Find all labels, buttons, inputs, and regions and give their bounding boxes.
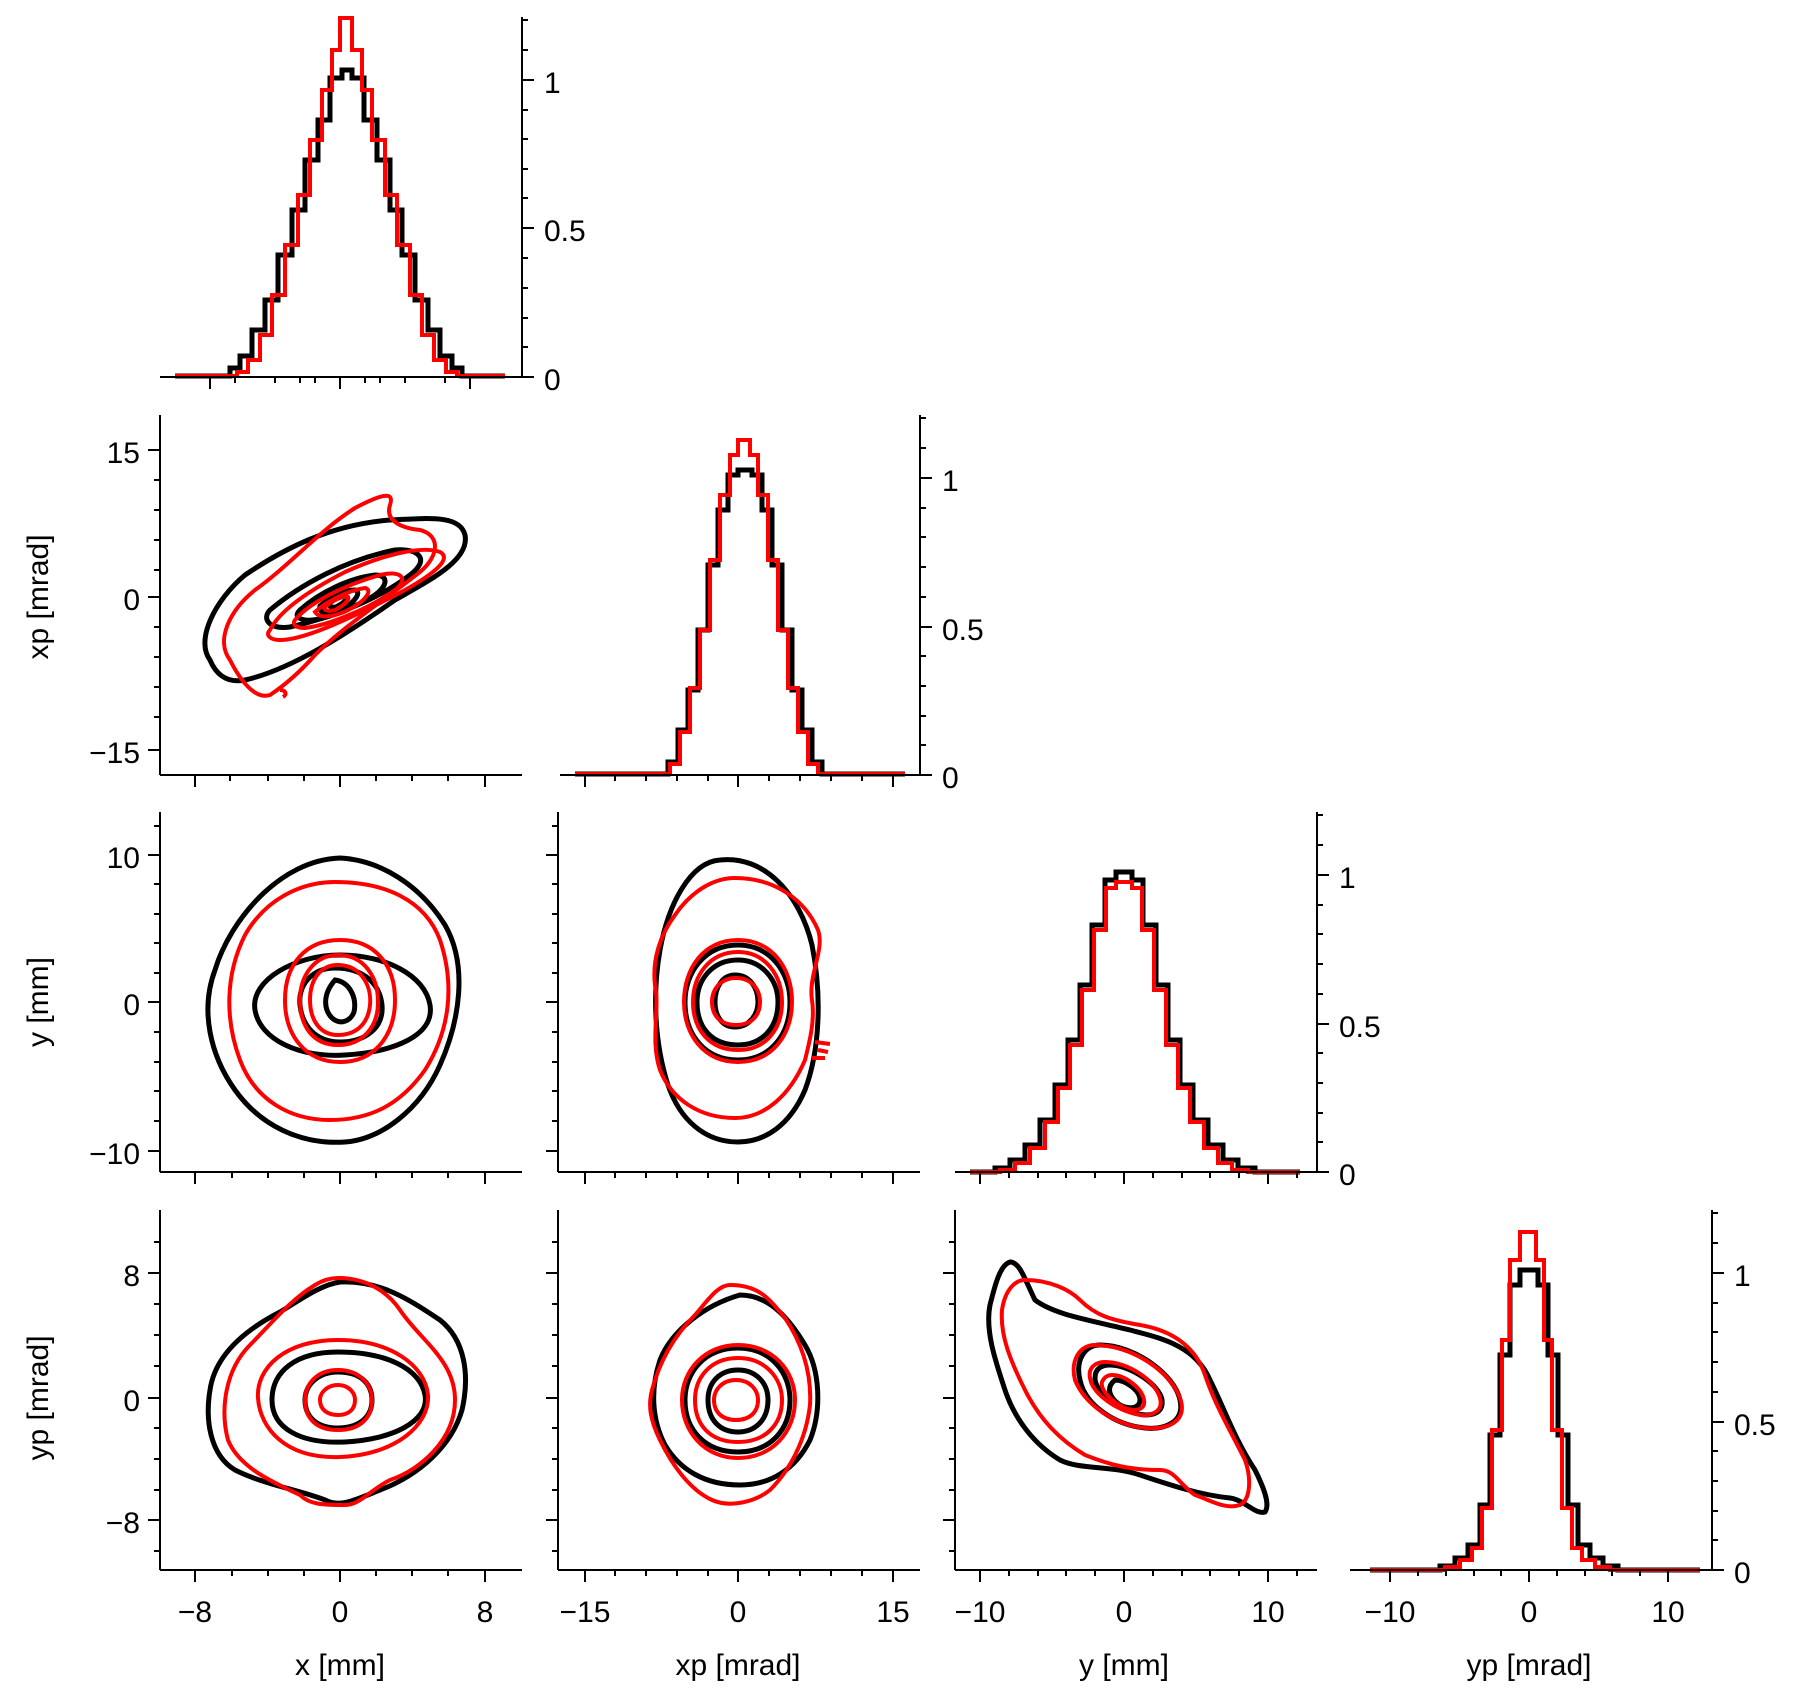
panel-x-histogram: 0 0.5 1	[160, 16, 586, 397]
y-hist-xticks	[979, 1172, 1298, 1184]
panel-yp-histogram: 0 0.5 1 −10 0 10 yp [mrad]	[1350, 1210, 1776, 1682]
x-y-contours-black	[205, 855, 462, 1145]
yp-hist-ytick-label-0: 0	[1734, 1557, 1751, 1590]
y-hist-yticks	[1317, 814, 1329, 1173]
x-yp-xticks	[194, 1570, 486, 1582]
x-y-yticks	[148, 825, 160, 1152]
yp-hist-ytick-label-2: 1	[1734, 1260, 1751, 1293]
x-hist-ytick-label-1: 0.5	[544, 215, 586, 248]
xp-y-yticks	[546, 825, 558, 1152]
yp-hist-black	[1370, 1267, 1700, 1573]
x-xp-ytick-label-1: 0	[123, 584, 140, 617]
y-hist-black	[970, 869, 1300, 1175]
xp-yp-xticks	[584, 1570, 894, 1582]
y-yp-xtick-label-2: 10	[1251, 1596, 1284, 1629]
x-y-ytick-label-1: 0	[123, 989, 140, 1022]
y-hist-ytick-label-1: 0.5	[1339, 1011, 1381, 1044]
x-y-ytick-label-0: −10	[89, 1138, 140, 1171]
x-yp-yticks	[148, 1241, 160, 1552]
yp-hist-ytick-label-1: 0.5	[1734, 1409, 1776, 1442]
y-hist-red	[970, 880, 1300, 1174]
y-yp-xticks	[979, 1570, 1298, 1582]
x-yp-ytick-label-0: −8	[106, 1507, 140, 1540]
x-hist-ytick-label-0: 0	[544, 364, 561, 397]
xp-yp-xtick-label-1: 0	[730, 1596, 747, 1629]
yp-hist-xlabel: yp [mrad]	[1466, 1649, 1591, 1682]
xp-yp-contours-red	[648, 1282, 813, 1506]
x-yp-contours-red	[222, 1275, 458, 1508]
xp-hist-ytick-label-1: 0.5	[942, 614, 984, 647]
x-y-ytick-label-2: 10	[107, 842, 140, 875]
x-yp-ylabel: yp [mrad]	[22, 1335, 55, 1460]
yp-hist-red	[1370, 1230, 1700, 1572]
x-xp-ytick-label-0: −15	[89, 737, 140, 770]
panel-y-histogram: 0 0.5 1	[955, 812, 1381, 1192]
xp-yp-xlabel: xp [mrad]	[675, 1649, 800, 1682]
x-yp-xtick-label-1: 0	[332, 1596, 349, 1629]
y-yp-yticks	[943, 1241, 955, 1552]
x-xp-contours-black	[202, 516, 468, 684]
x-yp-xtick-label-2: 8	[477, 1596, 494, 1629]
xp-yp-xtick-label-0: −15	[560, 1596, 611, 1629]
panel-x-xp-contour: −15 0 15 xp [mrad]	[22, 415, 522, 787]
yp-hist-xticks	[1389, 1570, 1669, 1582]
yp-hist-xtick-label-1: 0	[1521, 1596, 1538, 1629]
panel-xp-y-contour	[546, 812, 920, 1184]
x-xp-xticks	[194, 775, 486, 787]
yp-hist-yticks	[1712, 1212, 1724, 1571]
x-hist-ytick-label-2: 1	[544, 67, 561, 100]
panel-y-yp-contour: −10 0 10 y [mm]	[943, 1210, 1317, 1682]
x-y-xticks	[194, 1172, 486, 1184]
x-hist-xticks	[209, 377, 471, 389]
xp-hist-ytick-label-0: 0	[942, 762, 959, 795]
yp-hist-xtick-label-0: −10	[1365, 1596, 1416, 1629]
x-hist-black	[175, 67, 505, 379]
x-xp-contours-red	[222, 493, 446, 699]
y-yp-xtick-label-0: −10	[955, 1596, 1006, 1629]
x-xp-yticks	[148, 449, 160, 751]
xp-hist-xticks	[584, 775, 894, 787]
xp-hist-yticks	[920, 417, 932, 776]
panel-xp-yp-contour: −15 0 15 xp [mrad]	[546, 1210, 920, 1682]
x-xp-ytick-label-2: 15	[107, 437, 140, 470]
x-yp-xlabel: x [mm]	[295, 1649, 385, 1682]
y-yp-xtick-label-1: 0	[1116, 1596, 1133, 1629]
xp-yp-contours-black	[651, 1292, 821, 1488]
xp-yp-yticks	[546, 1241, 558, 1552]
x-hist-red	[175, 16, 505, 378]
panel-xp-histogram: 0 0.5 1	[560, 415, 984, 795]
y-hist-ytick-label-2: 1	[1339, 862, 1356, 895]
x-yp-ytick-label-1: 0	[123, 1385, 140, 1418]
xp-hist-red	[575, 438, 905, 776]
xp-yp-xtick-label-2: 15	[876, 1596, 909, 1629]
y-yp-xlabel: y [mm]	[1079, 1649, 1169, 1682]
x-xp-ylabel: xp [mrad]	[22, 534, 55, 659]
x-y-ylabel: y [mm]	[22, 957, 55, 1047]
x-y-contours-red	[227, 879, 451, 1123]
panel-x-yp-contour: −8 0 8 yp [mrad] −8 0 8 x [mm]	[22, 1210, 522, 1682]
xp-hist-black	[575, 467, 905, 777]
x-yp-ytick-label-2: 8	[123, 1260, 140, 1293]
xp-hist-ytick-label-2: 1	[942, 465, 959, 498]
xp-y-xticks	[584, 1172, 894, 1184]
yp-hist-xtick-label-2: 10	[1651, 1596, 1684, 1629]
y-yp-contours-red	[999, 1277, 1252, 1509]
panel-x-y-contour: −10 0 10 y [mm]	[22, 812, 522, 1184]
y-yp-contours-black	[986, 1259, 1270, 1515]
x-hist-yticks	[522, 19, 534, 378]
xp-y-contours-red	[652, 875, 831, 1121]
y-hist-ytick-label-0: 0	[1339, 1159, 1356, 1192]
x-yp-xtick-label-0: −8	[178, 1596, 212, 1629]
